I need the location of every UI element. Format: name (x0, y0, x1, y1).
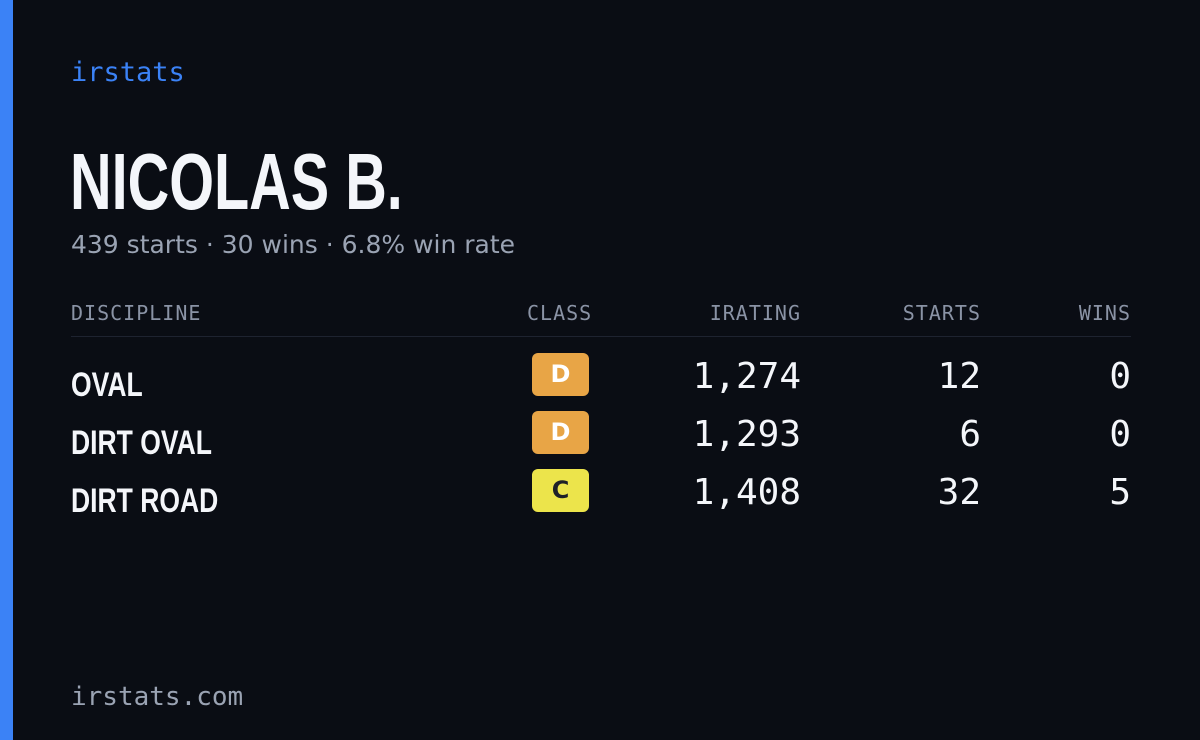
table-row: DIRT OVAL D 1,293 6 0 (71, 411, 1131, 469)
discipline-name: DIRT OVAL (71, 424, 212, 462)
class-badge: D (532, 411, 589, 454)
brand-logo: irstats (71, 57, 185, 88)
accent-bar (0, 0, 13, 740)
header-class: CLASS (527, 301, 593, 325)
footer-url: irstats.com (71, 682, 244, 712)
discipline-name: DIRT ROAD (71, 482, 219, 520)
stats-table: DISCIPLINE CLASS IRATING STARTS WINS OVA… (71, 298, 1131, 527)
header-wins: WINS (1078, 301, 1131, 325)
wins-value: 0 (1109, 414, 1131, 455)
table-header: DISCIPLINE CLASS IRATING STARTS WINS (71, 298, 1131, 337)
wins-value: 0 (1109, 356, 1131, 397)
driver-summary: 439 starts · 30 wins · 6.8% win rate (71, 230, 516, 259)
class-badge: C (532, 469, 589, 512)
discipline-name: OVAL (71, 366, 143, 404)
driver-name: NICOLAS B. (70, 137, 403, 226)
irating-value: 1,408 (692, 472, 801, 513)
header-irating: IRATING (709, 301, 801, 325)
wins-value: 5 (1109, 472, 1131, 513)
header-starts: STARTS (902, 301, 981, 325)
header-discipline: DISCIPLINE (71, 301, 202, 325)
starts-value: 6 (959, 414, 981, 455)
irating-value: 1,293 (692, 414, 801, 455)
table-row: OVAL D 1,274 12 0 (71, 353, 1131, 411)
starts-value: 32 (937, 472, 981, 513)
class-badge: D (532, 353, 589, 396)
irating-value: 1,274 (692, 356, 801, 397)
table-row: DIRT ROAD C 1,408 32 5 (71, 469, 1131, 527)
starts-value: 12 (937, 356, 981, 397)
